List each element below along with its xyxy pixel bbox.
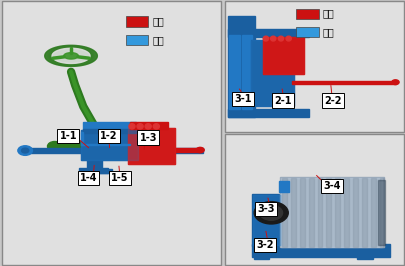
Bar [326, 178, 330, 247]
Bar [343, 178, 348, 247]
Text: 3-1: 3-1 [233, 94, 251, 104]
Polygon shape [47, 47, 94, 65]
Bar [251, 244, 389, 257]
Bar [81, 132, 83, 145]
Bar [126, 16, 148, 27]
Circle shape [21, 148, 29, 153]
Ellipse shape [270, 36, 275, 41]
Bar [299, 178, 304, 247]
Ellipse shape [145, 124, 151, 129]
Bar [2, 1, 221, 265]
Polygon shape [52, 48, 90, 64]
Ellipse shape [129, 124, 134, 129]
Ellipse shape [285, 36, 291, 41]
Polygon shape [64, 53, 78, 59]
Circle shape [266, 210, 275, 216]
Bar [335, 178, 339, 247]
Polygon shape [46, 46, 96, 66]
Bar [296, 9, 318, 19]
Polygon shape [51, 48, 91, 64]
Bar [290, 178, 295, 247]
Bar [83, 122, 136, 130]
Text: 3-4: 3-4 [322, 181, 340, 191]
Bar [251, 194, 281, 246]
Bar [262, 37, 303, 74]
Bar [308, 178, 313, 247]
Text: 1-2: 1-2 [100, 131, 117, 141]
Text: 1-4: 1-4 [79, 173, 97, 183]
Text: 1-5: 1-5 [111, 173, 128, 183]
Bar [126, 35, 148, 45]
Ellipse shape [277, 36, 283, 41]
Polygon shape [49, 47, 93, 65]
Text: 2-2: 2-2 [323, 95, 341, 106]
Bar [292, 81, 395, 84]
Bar [262, 37, 303, 74]
Bar [228, 16, 254, 117]
Bar [172, 148, 200, 152]
Bar [250, 40, 293, 106]
Bar [370, 178, 375, 247]
Bar [83, 129, 136, 133]
Bar [352, 178, 357, 247]
Bar [281, 178, 286, 247]
Bar [85, 169, 111, 173]
Bar [128, 128, 174, 164]
Bar [228, 29, 309, 37]
Text: 변경: 변경 [322, 27, 334, 37]
Polygon shape [45, 45, 97, 66]
Polygon shape [45, 45, 97, 66]
Bar [87, 154, 97, 173]
Bar [225, 134, 403, 265]
Bar [81, 130, 138, 160]
Text: 3-3: 3-3 [256, 204, 274, 214]
Bar [250, 40, 293, 106]
Ellipse shape [137, 124, 143, 129]
Bar [252, 195, 280, 245]
Bar [317, 178, 322, 247]
Bar [296, 27, 318, 37]
Bar [241, 35, 251, 109]
Text: 3-2: 3-2 [256, 240, 273, 250]
Text: 2-1: 2-1 [274, 95, 292, 106]
Ellipse shape [262, 36, 268, 41]
Bar [229, 35, 239, 109]
Bar [361, 178, 366, 247]
Text: 기존: 기존 [152, 16, 164, 26]
Bar [22, 148, 202, 153]
Text: 변경: 변경 [152, 35, 164, 45]
Bar [93, 154, 102, 172]
Bar [279, 181, 289, 192]
Bar [279, 177, 383, 247]
Circle shape [47, 142, 62, 151]
Polygon shape [52, 48, 90, 64]
Bar [79, 168, 107, 173]
Circle shape [196, 147, 204, 153]
Text: 1-3: 1-3 [139, 132, 157, 143]
Bar [281, 178, 381, 247]
Bar [228, 109, 309, 117]
Bar [379, 178, 384, 247]
Ellipse shape [153, 124, 159, 129]
Bar [253, 242, 269, 259]
Circle shape [391, 80, 398, 85]
Bar [81, 144, 130, 145]
Circle shape [18, 146, 32, 155]
Bar [356, 242, 372, 259]
Bar [377, 180, 384, 245]
Text: 1-1: 1-1 [59, 131, 77, 141]
Bar [128, 128, 174, 164]
Circle shape [254, 202, 288, 224]
Bar [130, 122, 168, 129]
Bar [225, 1, 403, 132]
Bar [81, 130, 138, 160]
Circle shape [259, 205, 282, 220]
Text: 기존: 기존 [322, 8, 334, 18]
